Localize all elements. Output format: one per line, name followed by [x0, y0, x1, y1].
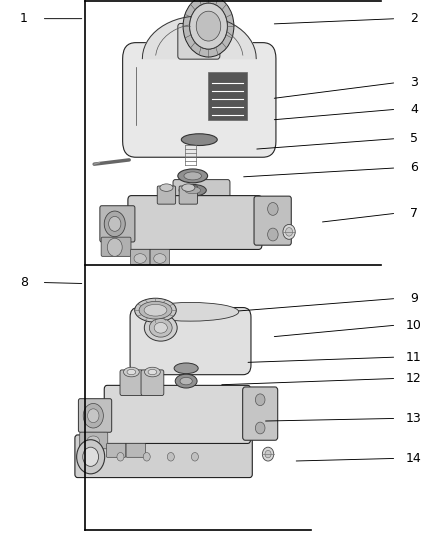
FancyBboxPatch shape: [141, 370, 164, 395]
Text: 14: 14: [406, 452, 422, 465]
Text: 13: 13: [406, 412, 422, 425]
Ellipse shape: [160, 184, 173, 191]
Ellipse shape: [149, 318, 172, 337]
Ellipse shape: [174, 363, 198, 374]
Ellipse shape: [148, 369, 157, 375]
FancyBboxPatch shape: [208, 72, 247, 120]
Text: 10: 10: [406, 319, 422, 332]
Ellipse shape: [134, 254, 146, 263]
Circle shape: [167, 453, 174, 461]
Text: 5: 5: [410, 132, 418, 145]
Text: 11: 11: [406, 351, 422, 364]
Text: 7: 7: [410, 207, 418, 220]
Ellipse shape: [185, 187, 201, 193]
FancyBboxPatch shape: [150, 249, 170, 265]
FancyBboxPatch shape: [123, 43, 276, 157]
FancyBboxPatch shape: [126, 443, 145, 457]
Circle shape: [83, 403, 103, 428]
FancyBboxPatch shape: [243, 387, 278, 440]
Ellipse shape: [134, 298, 176, 322]
Circle shape: [117, 453, 124, 461]
Text: 4: 4: [410, 103, 418, 116]
FancyBboxPatch shape: [100, 206, 135, 242]
Text: 12: 12: [406, 372, 422, 385]
FancyBboxPatch shape: [104, 385, 251, 443]
Circle shape: [104, 211, 125, 237]
Circle shape: [255, 422, 265, 434]
FancyBboxPatch shape: [101, 237, 131, 256]
Circle shape: [190, 3, 227, 49]
Text: 8: 8: [20, 276, 28, 289]
FancyBboxPatch shape: [106, 443, 126, 457]
FancyBboxPatch shape: [75, 435, 252, 478]
Ellipse shape: [175, 374, 197, 388]
Circle shape: [286, 228, 293, 236]
FancyBboxPatch shape: [78, 399, 112, 432]
Ellipse shape: [154, 322, 167, 333]
Ellipse shape: [144, 304, 167, 316]
Circle shape: [77, 440, 105, 474]
Ellipse shape: [180, 377, 192, 385]
Text: 3: 3: [410, 76, 418, 89]
Ellipse shape: [87, 436, 99, 446]
Text: 6: 6: [410, 161, 418, 174]
FancyBboxPatch shape: [80, 432, 108, 449]
FancyBboxPatch shape: [254, 196, 291, 245]
Ellipse shape: [127, 369, 136, 375]
Circle shape: [265, 450, 271, 458]
FancyBboxPatch shape: [157, 186, 176, 204]
Circle shape: [83, 447, 99, 466]
FancyBboxPatch shape: [128, 196, 262, 249]
FancyBboxPatch shape: [131, 249, 150, 265]
Polygon shape: [142, 16, 256, 59]
Ellipse shape: [179, 184, 206, 196]
Circle shape: [255, 394, 265, 406]
Ellipse shape: [182, 184, 195, 191]
Ellipse shape: [139, 302, 172, 319]
FancyBboxPatch shape: [179, 186, 198, 204]
Text: 2: 2: [410, 12, 418, 25]
Circle shape: [268, 228, 278, 241]
Circle shape: [107, 238, 122, 256]
Circle shape: [262, 447, 274, 461]
FancyBboxPatch shape: [120, 370, 143, 395]
Ellipse shape: [142, 303, 239, 321]
FancyBboxPatch shape: [178, 23, 220, 59]
FancyBboxPatch shape: [130, 308, 251, 375]
Ellipse shape: [144, 314, 177, 341]
Circle shape: [143, 453, 150, 461]
Ellipse shape: [184, 172, 201, 180]
Circle shape: [283, 224, 295, 239]
Circle shape: [88, 409, 99, 423]
Ellipse shape: [181, 134, 217, 146]
Circle shape: [196, 11, 221, 41]
Circle shape: [268, 203, 278, 215]
FancyBboxPatch shape: [173, 180, 230, 205]
Circle shape: [191, 453, 198, 461]
Ellipse shape: [178, 169, 208, 183]
Circle shape: [109, 216, 121, 231]
Ellipse shape: [145, 367, 160, 377]
Ellipse shape: [124, 367, 139, 377]
Ellipse shape: [154, 254, 166, 263]
Text: 9: 9: [410, 292, 418, 305]
Text: 1: 1: [20, 12, 28, 25]
